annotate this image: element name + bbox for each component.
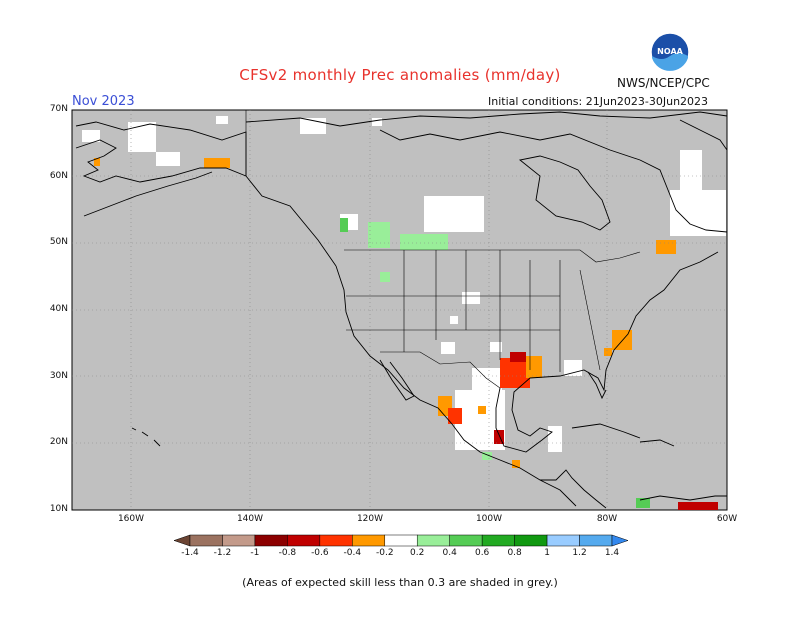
- colorbar-swatch: [514, 534, 548, 547]
- lat-label: 70N: [49, 104, 68, 114]
- colorbar-swatch: [189, 534, 223, 547]
- colorbar-swatch: [222, 534, 256, 547]
- colorbar-swatch: [449, 534, 483, 547]
- colorbar-tick-label: -1.4: [181, 548, 199, 558]
- positive-anomaly-areas: [340, 218, 650, 508]
- lon-label: 160W: [117, 514, 145, 524]
- lat-label: 60N: [49, 171, 68, 181]
- graticule: [72, 110, 727, 510]
- colorbar-swatch: [579, 534, 613, 547]
- lon-label: 100W: [475, 514, 503, 524]
- colorbar-swatch: [254, 534, 288, 547]
- colorbar-tick-label: 1.2: [572, 548, 587, 558]
- forecast-month: Nov 2023: [72, 94, 135, 109]
- colorbar-swatch: [352, 534, 386, 547]
- colorbar-swatch: [173, 534, 191, 547]
- colorbar-swatch: [546, 534, 580, 547]
- colorbar-tick-label: 0.6: [474, 548, 490, 558]
- colorbar-tick-label: -0.2: [375, 548, 394, 558]
- colorbar-swatch: [611, 534, 629, 547]
- noaa-logo: NOAA: [650, 32, 690, 72]
- colorbar-tick-label: 0.4: [442, 548, 457, 558]
- colorbar-tick-label: -1.2: [213, 548, 232, 558]
- colorbar-tick-label: -0.8: [278, 548, 297, 558]
- colorbar-tick-label: -0.6: [311, 548, 329, 558]
- chart-title: CFSv2 monthly Prec anomalies (mm/day): [239, 66, 561, 84]
- colorbar-tick-label: 0.2: [410, 548, 425, 558]
- colorbar-tick-label: 0.8: [507, 548, 522, 558]
- lat-label: 10N: [49, 504, 68, 514]
- colorbar-swatch: [384, 534, 418, 547]
- colorbar-swatch: [481, 534, 515, 547]
- colorbar-tick-label: 1: [544, 548, 550, 558]
- noaa-logo-text: NOAA: [657, 47, 683, 56]
- colorbar-swatch: [319, 534, 353, 547]
- lon-label: 80W: [596, 514, 618, 524]
- lat-label: 50N: [49, 237, 68, 247]
- initial-conditions: Initial conditions: 21Jun2023-30Jun2023: [488, 95, 709, 108]
- agency-label: NWS/NCEP/CPC: [617, 76, 710, 90]
- map-area: [71, 109, 728, 511]
- lat-label: 30N: [49, 371, 68, 381]
- lon-label: 60W: [716, 514, 738, 524]
- colorbar-swatch: [416, 534, 450, 547]
- colorbar-swatch: [287, 534, 321, 547]
- coastlines: [75, 111, 728, 509]
- colorbar-tick-label: -1: [250, 548, 260, 558]
- colorbar-tick-label: 1.4: [604, 548, 620, 558]
- lat-label: 40N: [49, 304, 68, 314]
- lon-label: 120W: [356, 514, 384, 524]
- neutral-areas: [82, 116, 726, 452]
- lat-label: 20N: [49, 437, 68, 447]
- colorbar: [173, 534, 629, 547]
- borders: [245, 110, 641, 389]
- negative-anomaly-areas: [94, 158, 718, 510]
- colorbar-tick-label: -0.4: [343, 548, 362, 558]
- lon-label: 140W: [236, 514, 264, 524]
- skill-note: (Areas of expected skill less than 0.3 a…: [242, 576, 558, 589]
